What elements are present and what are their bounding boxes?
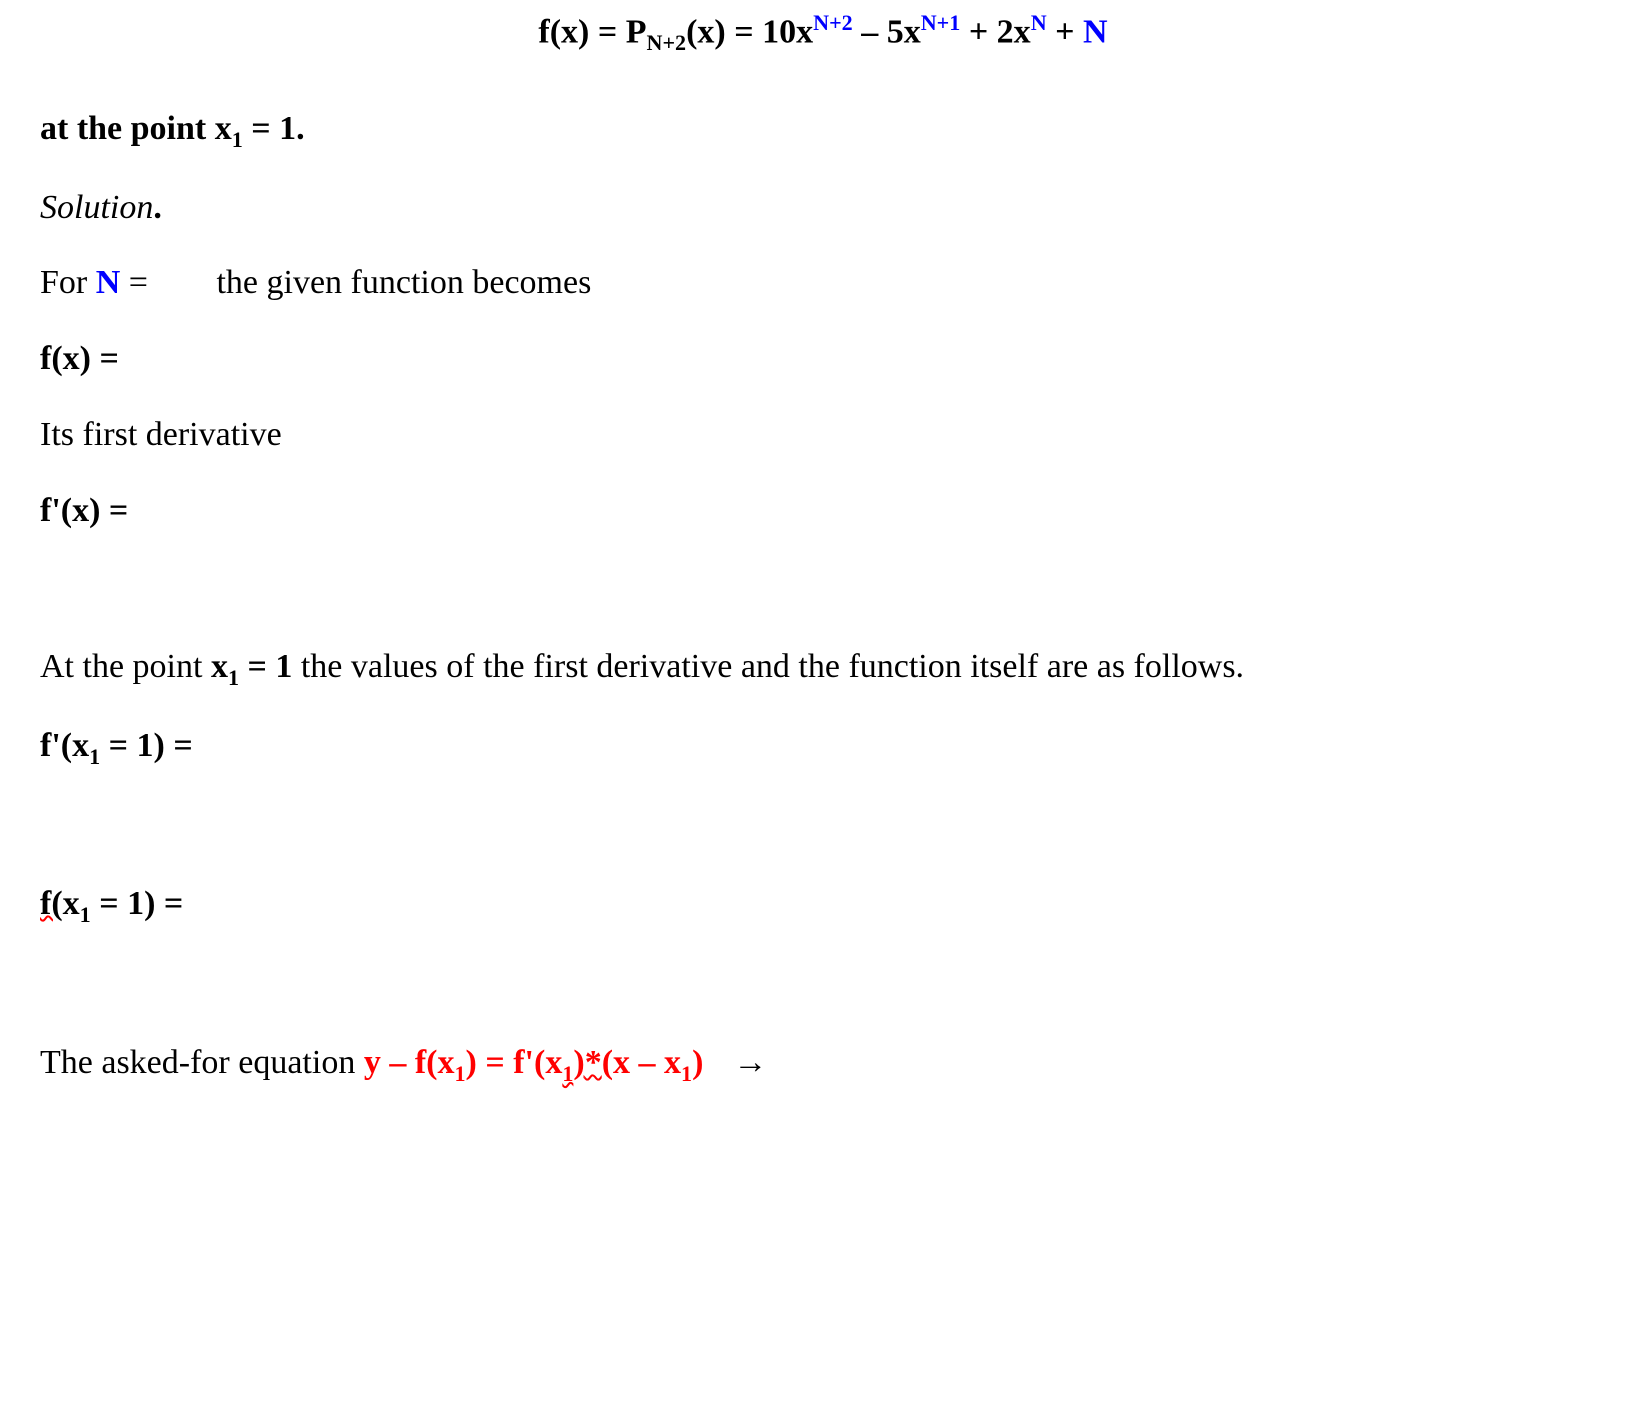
final-d: ): [573, 1044, 584, 1081]
first-derivative-line: Its first derivative: [40, 412, 1606, 458]
document-page: f(x) = PN+2(x) = 10xN+2 – 5xN+1 + 2xN + …: [0, 8, 1646, 1178]
fpx1-a: f'(x: [40, 727, 89, 764]
final-b: – f(x: [381, 1044, 455, 1081]
at-point-line: At the point x1 = 1 the values of the fi…: [40, 644, 1606, 693]
eq-t1-exp: N+2: [813, 10, 853, 35]
point-b: = 1.: [243, 110, 305, 147]
fx1-a: f(: [40, 885, 63, 922]
atpoint-d: the values of the first derivative and t…: [292, 648, 1244, 685]
final-eq: y – f(x1) = f'(x1)*(x – x1): [364, 1044, 704, 1081]
fx1-b: x: [63, 885, 80, 922]
fprime-line: f'(x) =: [40, 488, 1606, 534]
atpoint-c: = 1: [239, 648, 292, 685]
fx1-sub: 1: [80, 902, 91, 927]
point-line: at the point x1 = 1.: [40, 106, 1606, 155]
eq-t4-N: N: [1083, 13, 1108, 50]
fpx1-b: = 1) =: [100, 727, 193, 764]
forN-b: =: [120, 264, 156, 301]
solution-dot: .: [153, 189, 162, 226]
eq-lhs-b: (x) = 10x: [686, 13, 813, 50]
forN-c: the given function becomes: [216, 264, 591, 301]
forN-N: N: [96, 264, 121, 301]
final-f: (x – x: [602, 1044, 681, 1081]
eq-t4-a: +: [1047, 13, 1083, 50]
asked-for-line: The asked-for equation y – f(x1) = f'(x1…: [40, 1040, 1606, 1089]
point-a: at the point x: [40, 110, 232, 147]
fx1-underline: f(: [40, 885, 63, 922]
main-equation: f(x) = PN+2(x) = 10xN+2 – 5xN+1 + 2xN + …: [40, 8, 1606, 58]
fx-line: f(x) =: [40, 336, 1606, 382]
final-g: ): [692, 1044, 703, 1081]
final-c: ) = f'(x: [466, 1044, 563, 1081]
eq-t2-a: – 5x: [853, 13, 921, 50]
atpoint-b: x: [211, 648, 228, 685]
fprime-x1-line: f'(x1 = 1) =: [40, 723, 1606, 772]
final-y: y: [364, 1044, 381, 1081]
eq-lhs-a: f(x) = P: [538, 13, 646, 50]
eq-t3-a: + 2x: [960, 13, 1030, 50]
final-sub1: 1: [454, 1061, 465, 1086]
atpoint-sub: 1: [228, 665, 239, 690]
final-sub2: 1: [562, 1061, 573, 1086]
point-sub: 1: [232, 127, 243, 152]
forN-a: For: [40, 264, 96, 301]
eq-t2-exp: N+1: [921, 10, 961, 35]
fpx1-sub: 1: [89, 743, 100, 768]
eq-t3-exp: N: [1031, 10, 1047, 35]
for-n-line: For N = the given function becomes: [40, 260, 1606, 306]
final-a: The asked-for equation: [40, 1044, 364, 1081]
fpx-text: f'(x) =: [40, 492, 128, 529]
firstderiv-text: Its first derivative: [40, 416, 282, 453]
final-e: *: [585, 1044, 602, 1081]
atpoint-a: At the point: [40, 648, 211, 685]
final-sub3: 1: [681, 1061, 692, 1086]
solution-word: Solution: [40, 189, 153, 226]
fx-text: f(x) =: [40, 340, 119, 377]
fx1-c: = 1) =: [91, 885, 184, 922]
arrow-icon: →: [733, 1040, 767, 1086]
f-x1-line: f(x1 = 1) =: [40, 881, 1606, 930]
solution-line: Solution.: [40, 185, 1606, 231]
eq-lhs-sub: N+2: [647, 30, 687, 55]
